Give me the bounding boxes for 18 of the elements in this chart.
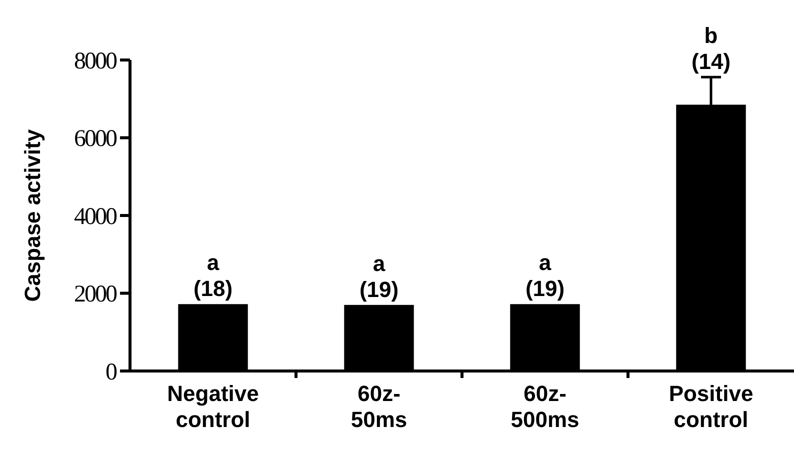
annotation: a xyxy=(538,250,552,276)
y-tick-label: 2000 xyxy=(74,282,118,308)
y-tick-label: 4000 xyxy=(74,204,118,230)
annotation: (19) xyxy=(525,276,565,302)
x-tick-label: 60z-50ms xyxy=(350,381,408,432)
annotation: (18) xyxy=(193,276,233,302)
y-tick-label: 6000 xyxy=(74,126,118,152)
annotation: a xyxy=(372,250,386,276)
annotation: b xyxy=(704,23,718,48)
y-axis-title: Caspase activity xyxy=(20,128,45,302)
annotation: a xyxy=(206,250,220,276)
y-tick-label: 0 xyxy=(106,359,118,386)
x-tick-label: Negative control xyxy=(167,381,259,432)
annotation: (14) xyxy=(691,49,731,74)
annotation: (19) xyxy=(359,276,399,302)
x-tick-label: Positive control xyxy=(668,381,754,432)
x-tick-label: 60z-500ms xyxy=(510,381,580,432)
y-tick-label: 8000 xyxy=(74,48,118,74)
